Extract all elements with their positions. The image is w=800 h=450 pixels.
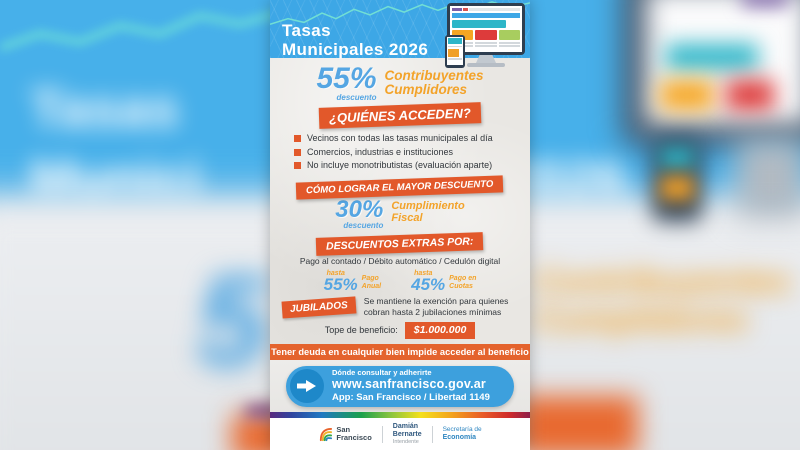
payment-methods-text: Pago al contado / Débito automático / Ce…: [299, 256, 501, 267]
bg-blur-text: Contribuyentes: [534, 262, 791, 301]
extra-discount-options: hasta 55% Pago Anual hasta 45% Pago en C…: [270, 269, 530, 294]
promo-30-label: Cumplimiento Fiscal: [391, 200, 465, 224]
list-item: Comercios, industrias e instituciones: [294, 147, 516, 157]
cta-pill: Dónde consultar y adherirte www.sanfranc…: [286, 365, 514, 407]
bg-rainbow-blur: [246, 406, 280, 416]
jubilados-text: Se mantiene la exención para quienes cob…: [363, 295, 509, 318]
option-pago-anual: hasta 55% Pago Anual: [323, 269, 382, 294]
promo-30: 30% descuento Cumplimiento Fiscal: [270, 196, 530, 231]
tope-value-badge: $1.000.000: [404, 321, 476, 339]
cta-section: Dónde consultar y adherirte www.sanfranc…: [270, 360, 530, 412]
ribbon-mayor-descuento: CÓMO LOGRAR EL MAYOR DESCUENTO: [296, 175, 504, 200]
smartphone-illustration: [445, 35, 465, 68]
list-item: No incluye monotributistas (evaluación a…: [294, 160, 516, 170]
title-line1: Tasas: [282, 21, 331, 40]
promo-55: 55% descuento Contribuyentes Cumplidores: [270, 62, 530, 102]
bg-line-chart-blur: [0, 6, 290, 52]
jubilados-section: JUBILADOS Se mantiene la exención para q…: [270, 296, 530, 319]
flyer-footer: San Francisco Damián Bernarte Intendente…: [270, 418, 530, 450]
discount-30-percent: 30%: [335, 196, 384, 224]
monitor-stand: [476, 55, 496, 63]
cta-app-address: App: San Francisco / Libertad 1149: [332, 392, 490, 404]
bg-blur-text: Cumplidores: [534, 300, 748, 339]
cta-text: Dónde consultar y adherirte www.sanfranc…: [332, 367, 490, 404]
san-francisco-logo: San Francisco: [318, 425, 372, 443]
bullet-square-icon: [294, 148, 301, 156]
footer-divider: [431, 425, 433, 443]
list-item: Vecinos con todas las tasas municipales …: [294, 133, 516, 143]
arrow-circle: [290, 369, 324, 403]
option-pago-cuotas: hasta 45% Pago en Cuotas: [411, 269, 477, 294]
flyer-body: 55% descuento Contribuyentes Cumplidores…: [270, 58, 530, 344]
jubilados-badge: JUBILADOS: [281, 296, 357, 319]
discount-55-percent: 55%: [316, 62, 377, 95]
page-title: Tasas Municipales 2026: [270, 0, 530, 59]
bullet-square-icon: [294, 162, 301, 169]
monitor-base: [467, 63, 505, 67]
bg-blur-text: Tasas: [30, 79, 180, 139]
bg-blur-text: Munici: [30, 149, 201, 209]
bg-orange-rect-blur: [518, 396, 638, 450]
bg-monitor-block-blur: [666, 44, 758, 70]
flyer: Tasas Municipales 2026: [270, 0, 530, 450]
san-francisco-logomark-icon: [320, 427, 333, 441]
footer-divider: [381, 425, 383, 443]
rainbow-stripe: [270, 412, 530, 418]
arrow-right-icon: [297, 380, 316, 392]
title-line2: Municipales 2026: [282, 40, 429, 60]
flyer-header: Tasas Municipales 2026: [270, 0, 530, 68]
bg-monitor-block-blur: [660, 80, 714, 110]
tope-label: Tope de beneficio:: [324, 325, 398, 336]
warning-banner: Tener deuda en cualquier bien impide acc…: [270, 344, 530, 360]
eligibility-list: Vecinos con todas las tasas municipales …: [270, 130, 530, 174]
bg-blur-text: 5: [196, 250, 268, 393]
ribbon-quienes-acceden: ¿QUIÉNES ACCEDEN?: [318, 102, 482, 129]
devices-illustration: [441, 2, 529, 70]
intendente-signature: Damián Bernarte Intendente: [392, 422, 422, 446]
bullet-square-icon: [294, 135, 301, 142]
bg-phone-block-blur: [660, 148, 694, 168]
cta-line1: Dónde consultar y adherirte: [332, 367, 432, 377]
promo-55-label: Contribuyentes Cumplidores: [384, 68, 484, 98]
discount-55-sub: descuento: [336, 92, 377, 102]
bg-phone-block-blur: [660, 176, 694, 200]
tope-beneficio: Tope de beneficio: $1.000.000: [270, 321, 530, 339]
bg-monitor-stand-blur: [736, 138, 800, 218]
bg-monitor-block-blur: [726, 80, 774, 110]
ribbon-descuentos-extras: DESCUENTOS EXTRAS POR:: [316, 232, 484, 256]
secretaria-economia-logo: Secretaría de Economía: [442, 425, 482, 441]
discount-30-sub: descuento: [343, 221, 384, 231]
bg-monitor-block-blur: [742, 0, 788, 6]
cta-website: www.sanfrancisco.gov.ar: [332, 377, 486, 392]
